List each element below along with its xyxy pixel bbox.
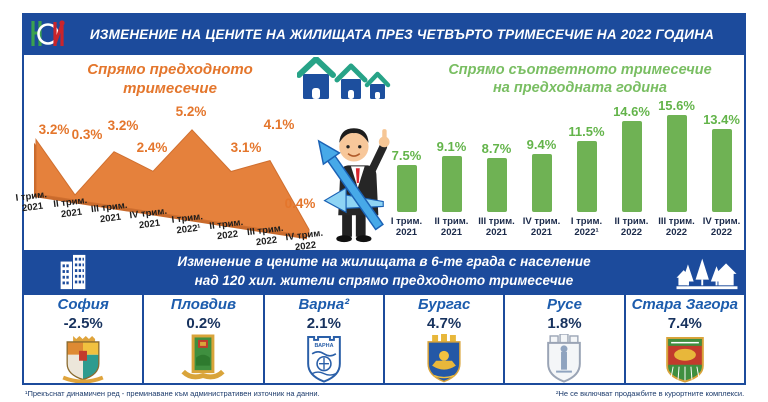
bar-column: 8.7% III трим. 2021: [474, 98, 519, 244]
right-chart-title: Спрямо съответното тримесечие на предход…: [448, 62, 712, 97]
bar-column: 9.4% IV трим. 2021: [519, 98, 564, 244]
city-buildings-icon: [60, 254, 86, 290]
bar: [621, 121, 642, 212]
banner-line1: Изменение в цените на жилищата в 6-те гр…: [177, 254, 591, 270]
stara-zagora-coat-of-arms: [665, 336, 704, 383]
area-value-label: 3.2%: [107, 118, 139, 133]
banner-line2: над 120 хил. жители спрямо предходното т…: [194, 272, 574, 288]
bar-value-label: 14.6%: [613, 104, 650, 119]
area-value-label: 4.1%: [263, 117, 295, 132]
bar-value-label: 13.4%: [703, 112, 740, 127]
svg-text:ВАРНА: ВАРНА: [314, 342, 333, 348]
bar-axis-label: III трим. 2022: [658, 216, 695, 239]
houses-and-trees-icon: [676, 258, 738, 290]
bar: [441, 156, 462, 212]
cities-banner: Изменение в цените на жилищата в 6-те гр…: [22, 250, 746, 293]
bar-value-label: 15.6%: [658, 98, 695, 113]
bar-column: 7.5% I трим. 2021: [384, 98, 429, 244]
bar-axis-label: I трим. 2022¹: [570, 216, 603, 239]
bar-column: 14.6% II трим. 2022: [609, 98, 654, 244]
footnote-right: ²Не се включват продажбите в курортните …: [556, 389, 745, 398]
area-value-label: 0.3%: [71, 127, 103, 142]
varna-coat-of-arms: ВАРНА: [306, 335, 341, 383]
three-houses-icon: [297, 57, 391, 99]
city-cell-sofia: София -2.5%: [24, 295, 145, 383]
city-cell-burgas: Бургас 4.7%: [385, 295, 506, 383]
city-cell-stara-zagora: Стара Загора 7.4%: [626, 295, 744, 383]
city-value: 2.1%: [306, 314, 341, 332]
city-value: 0.2%: [186, 314, 221, 332]
city-value: 4.7%: [427, 314, 462, 332]
area-chart: 3.2% 0.3% 3.2% 2.4% 5.2% 3.1% 4.1% 0.4% …: [15, 56, 329, 253]
nsi-logo-icon: [31, 20, 65, 46]
bar-axis-label: I трим. 2021: [390, 216, 423, 239]
bar: [486, 158, 507, 212]
plovdiv-coat-of-arms: [181, 333, 226, 379]
sofia-coat-of-arms: [62, 335, 104, 383]
area-value-label: 0.4%: [284, 196, 316, 211]
bar: [576, 141, 597, 212]
bar-column: 9.1% II трим. 2021: [429, 98, 474, 244]
bar-axis-label: IV трим. 2021: [522, 216, 561, 239]
bar-axis-label: II трим. 2021: [434, 216, 469, 239]
bar-column: 15.6% III трим. 2022: [654, 98, 699, 244]
left-chart-title: Спрямо предходното тримесечие: [87, 61, 253, 97]
city-cell-plovdiv: Пловдив 0.2%: [144, 295, 265, 383]
city-name: Стара Загора: [631, 296, 739, 313]
bar-axis-label: III трим. 2021: [478, 216, 515, 239]
city-value: 7.4%: [667, 314, 702, 332]
city-name: Русе: [546, 296, 582, 313]
bar-value-label: 11.5%: [568, 124, 605, 139]
city-name: София: [57, 296, 109, 313]
city-name: Пловдив: [170, 296, 237, 313]
page-title: ИЗМЕНЕНИЕ НА ЦЕНИТЕ НА ЖИЛИЩАТА ПРЕЗ ЧЕТ…: [89, 26, 715, 42]
city-value: -2.5%: [63, 314, 103, 332]
city-name: Варна²: [298, 296, 350, 313]
ruse-coat-of-arms: [547, 333, 582, 383]
area-value-label: 5.2%: [175, 104, 207, 119]
bar: [531, 154, 552, 212]
bar: [666, 115, 687, 212]
bar-axis-label: II трим. 2022: [614, 216, 649, 239]
bar: [396, 165, 417, 212]
bar-value-label: 7.5%: [391, 148, 422, 163]
bar: [711, 129, 732, 212]
bar-value-label: 8.7%: [481, 141, 512, 156]
area-value-label: 3.2%: [38, 122, 70, 137]
area-polygon: [35, 129, 310, 237]
city-value: 1.8%: [547, 314, 582, 332]
bar-axis-label: IV трим. 2022: [702, 216, 741, 239]
cities-table: София -2.5% Пловдив 0.2%: [22, 293, 746, 385]
area-value-label: 2.4%: [136, 140, 168, 155]
area-value-label: 3.1%: [230, 140, 262, 155]
bar-chart: 7.5% I трим. 2021 9.1% II трим. 2021 8.7% III…: [384, 98, 744, 244]
footnote-left: ¹Прекъснат динамичен ред - преминаване к…: [25, 389, 320, 398]
bar-column: 13.4% IV трим. 2022: [699, 98, 744, 244]
bar-value-label: 9.1%: [436, 139, 467, 154]
city-cell-ruse: Русе 1.8%: [505, 295, 626, 383]
city-cell-varna: Варна² 2.1% ВАРНА: [265, 295, 385, 383]
bar-value-label: 9.4%: [526, 137, 557, 152]
burgas-coat-of-arms: [427, 333, 461, 382]
area-chart-svg: [34, 129, 310, 240]
bar-column: 11.5% I трим. 2022¹: [564, 98, 609, 244]
city-name: Бургас: [417, 296, 471, 313]
businessman-with-arrow-mascot: [317, 128, 390, 243]
header-bar: ИЗМЕНЕНИЕ НА ЦЕНИТЕ НА ЖИЛИЩАТА ПРЕЗ ЧЕТ…: [22, 13, 746, 55]
